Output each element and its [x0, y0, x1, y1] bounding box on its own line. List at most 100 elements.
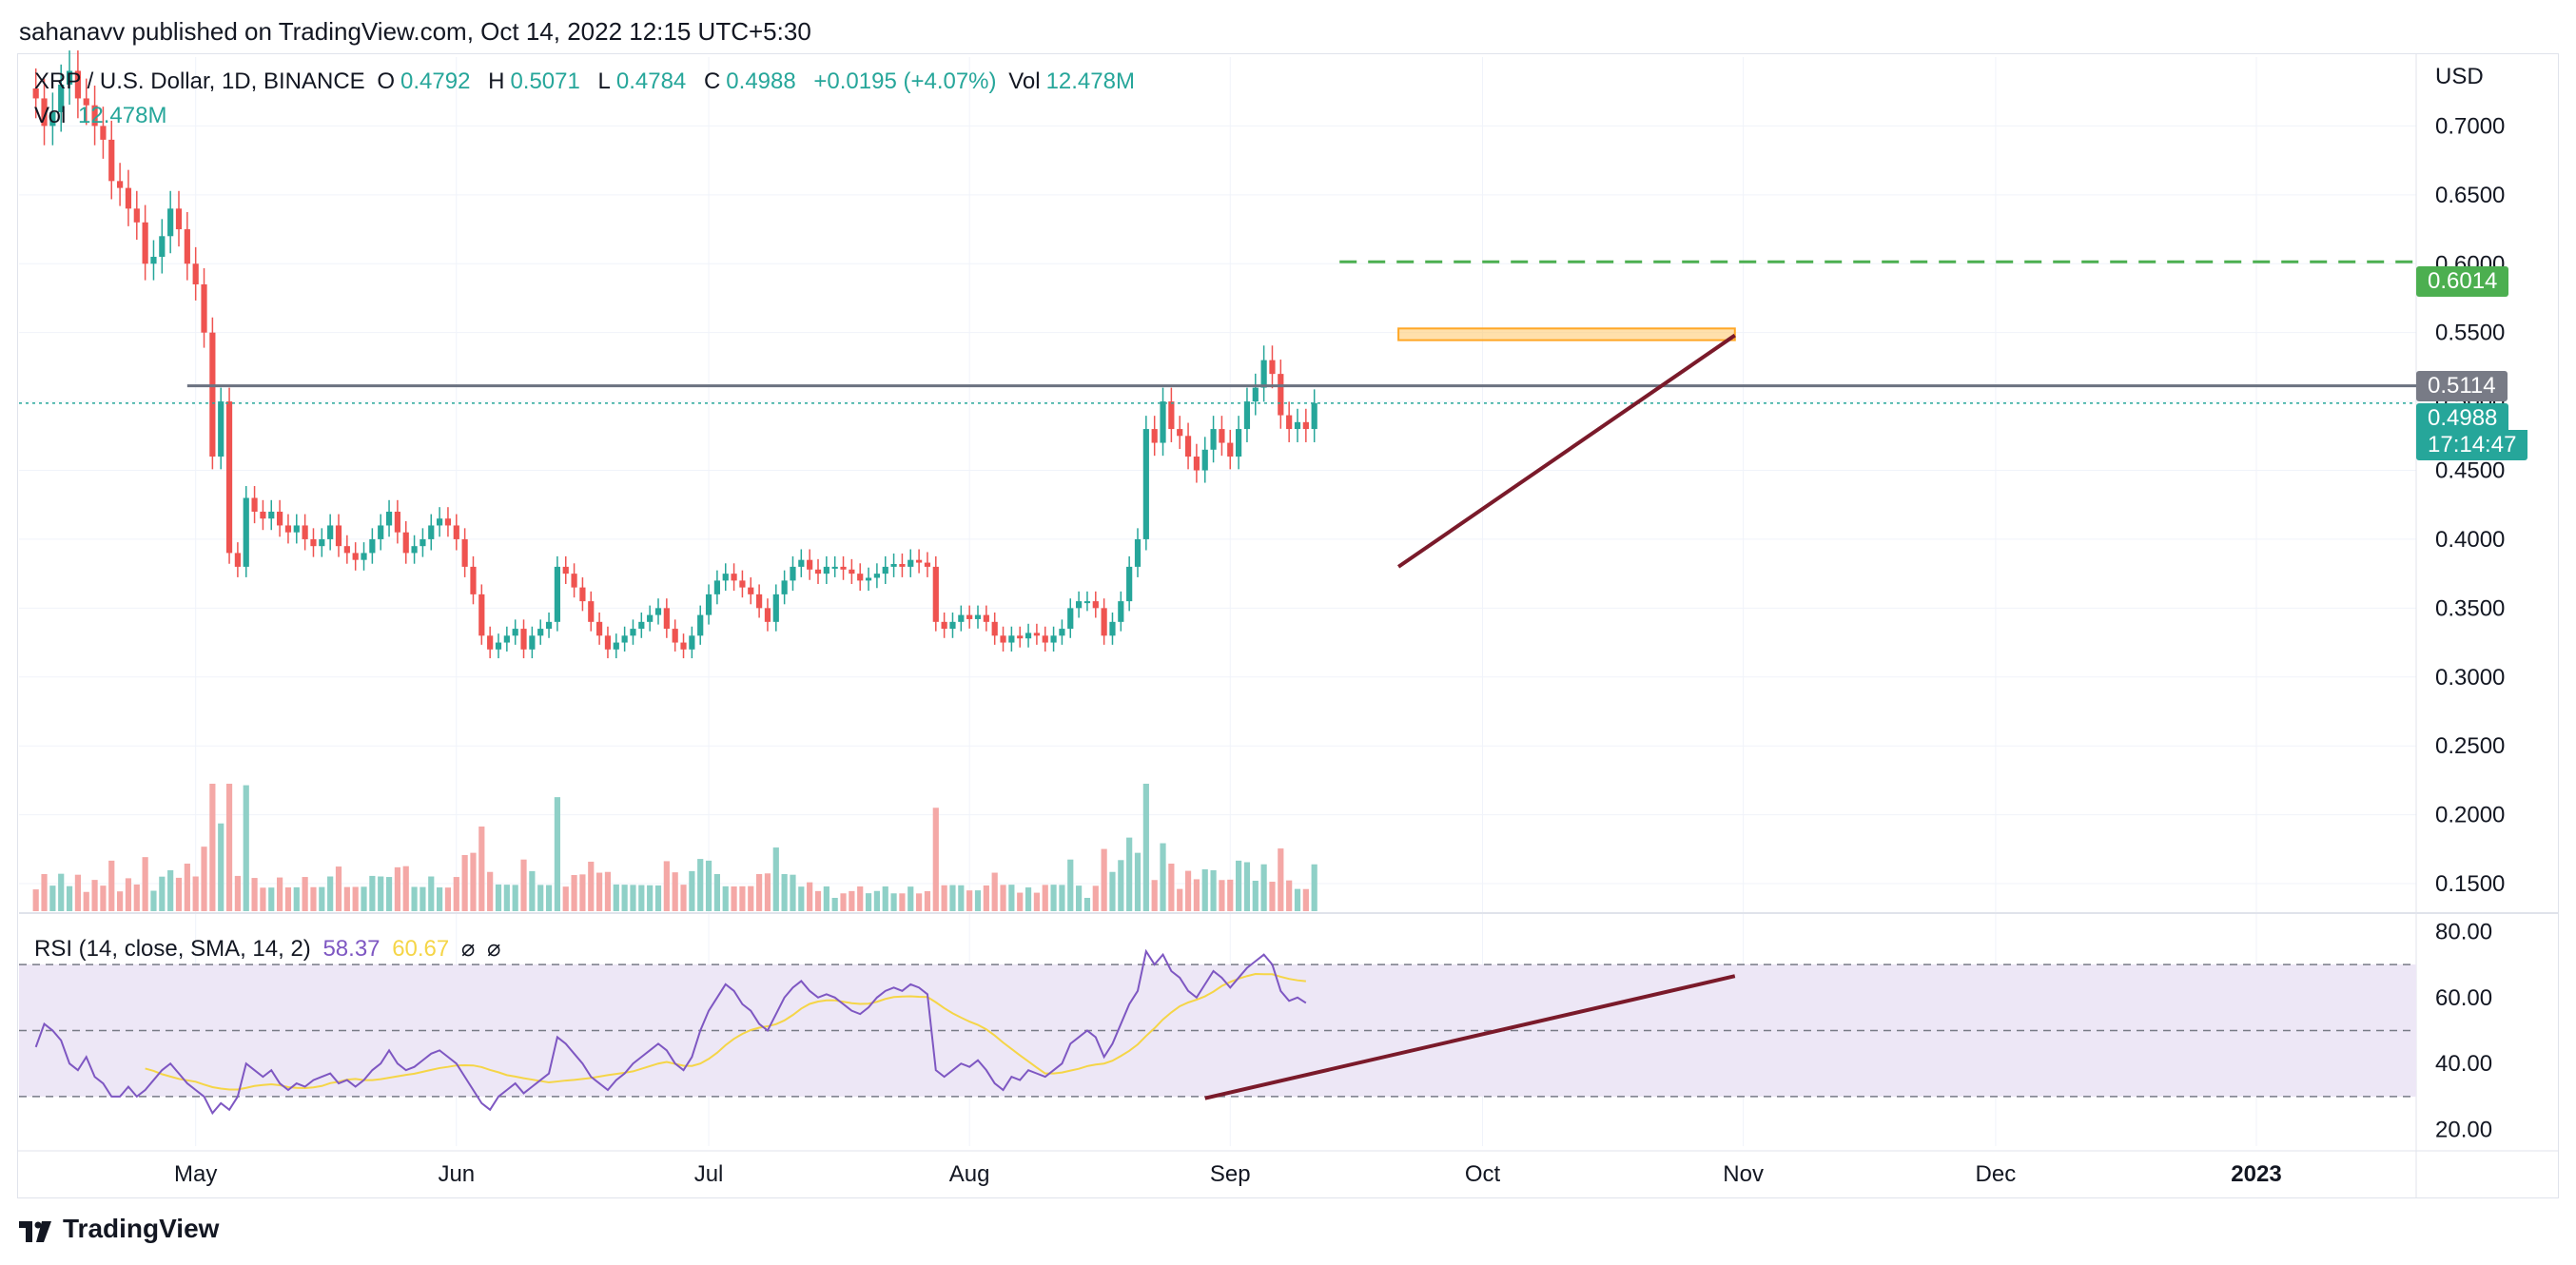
volume-bar [865, 893, 872, 911]
candle-body [781, 580, 788, 594]
volume-bar [1193, 879, 1200, 911]
candle-body [1083, 601, 1091, 604]
volume-bar [1278, 848, 1284, 911]
candle-body [49, 111, 56, 126]
candle-body [849, 569, 855, 574]
volume-bar [831, 898, 838, 911]
candle-body [335, 525, 342, 547]
volume-bar [596, 872, 603, 911]
price-tick-label: 0.2500 [2435, 733, 2505, 759]
candle-body [916, 559, 923, 563]
volume-bar [1286, 880, 1293, 911]
volume-bar [1076, 886, 1083, 911]
volume-bar [319, 886, 325, 911]
candle-body [731, 574, 737, 581]
rsi-trendline [1204, 974, 1736, 1100]
volume-bar [798, 886, 805, 911]
volume-bar [150, 890, 157, 911]
ohlc-legend: XRP / U.S. Dollar, 1D, BINANCE O 0.4792 H… [34, 68, 1146, 95]
tradingview-logo-icon [19, 1218, 55, 1242]
volume-bar [697, 859, 704, 911]
candle-body [1219, 429, 1225, 443]
candle-body [32, 88, 39, 99]
candle-body [453, 525, 459, 539]
candle-body [1177, 429, 1183, 437]
candle-body [1294, 421, 1301, 430]
volume-bar [1260, 864, 1267, 911]
volume-bar [243, 785, 249, 911]
volume-bar [268, 887, 275, 911]
candle-body [756, 594, 763, 609]
candle-body [369, 538, 376, 554]
vol-value: 12.478M [1045, 68, 1135, 94]
candle-body [537, 629, 544, 636]
rsi-tick-label: 80.00 [2435, 919, 2492, 944]
candle-body [74, 70, 81, 99]
candle-body [907, 559, 914, 567]
volume-bar [991, 872, 998, 911]
volume-bar [32, 889, 39, 911]
candle-body [444, 518, 452, 526]
vol-label: Vol [1008, 68, 1041, 94]
symbol-label[interactable]: XRP / U.S. Dollar, 1D, BINANCE [34, 68, 365, 94]
candle-body [764, 608, 771, 622]
rsi-legend-label[interactable]: RSI (14, close, SMA, 14, 2) [34, 936, 311, 962]
candle-body [554, 566, 560, 622]
price-tick-label: 0.1500 [2435, 871, 2505, 897]
price-tick-label: 0.5500 [2435, 321, 2505, 346]
rsi-extra-2: ⌀ [487, 936, 501, 962]
candle-body [209, 332, 216, 457]
volume-bar [983, 885, 989, 911]
volume-bar [529, 870, 536, 911]
candle-body [167, 208, 174, 237]
candle-body [243, 497, 249, 567]
volume-bar [772, 847, 779, 911]
volume-bar [840, 893, 847, 911]
low-label: L [597, 68, 611, 94]
volume-bar [378, 876, 384, 911]
candle-body [680, 642, 687, 650]
candle-body [924, 562, 931, 567]
volume-bar [932, 808, 939, 911]
candle-body [1017, 635, 1024, 639]
volume-bar [1033, 892, 1040, 911]
volume-bar [461, 855, 468, 911]
candle-body [1252, 387, 1259, 402]
volume-bar [444, 887, 452, 911]
volume-bar [251, 878, 258, 911]
volume-bar [310, 886, 317, 911]
candle-body [941, 621, 947, 630]
candle-body [630, 629, 636, 636]
candle-body [831, 566, 838, 569]
volume-legend-label[interactable]: Vol [34, 103, 67, 128]
volume-bar [1008, 885, 1015, 911]
volume-bar [260, 887, 266, 911]
volume-bar [453, 877, 459, 911]
volume-bar [545, 885, 553, 911]
candle-body [713, 580, 720, 594]
volume-bar [647, 885, 654, 911]
volume-bar [1177, 888, 1183, 911]
volume-bar [748, 886, 754, 911]
volume-bar [857, 886, 864, 911]
candle-body [798, 559, 805, 567]
candle-body [319, 538, 325, 547]
candle-body [520, 629, 527, 650]
candle-body [461, 538, 468, 567]
volume-bar [705, 860, 712, 911]
volume-bar [907, 886, 914, 911]
price-tick-label: 0.3000 [2435, 665, 2505, 691]
candle-body [1101, 608, 1107, 636]
volume-bar [352, 886, 359, 911]
volume-bar [630, 885, 636, 911]
volume-bar [722, 886, 729, 911]
low-value: 0.4784 [615, 68, 687, 94]
tradingview-logo[interactable]: TradingView [19, 1214, 219, 1244]
candle-body [1160, 401, 1166, 443]
candle-body [487, 635, 494, 650]
candle-body [58, 84, 65, 112]
volume-bar [1160, 843, 1166, 911]
candle-body [133, 208, 140, 223]
candle-body [1227, 442, 1234, 457]
